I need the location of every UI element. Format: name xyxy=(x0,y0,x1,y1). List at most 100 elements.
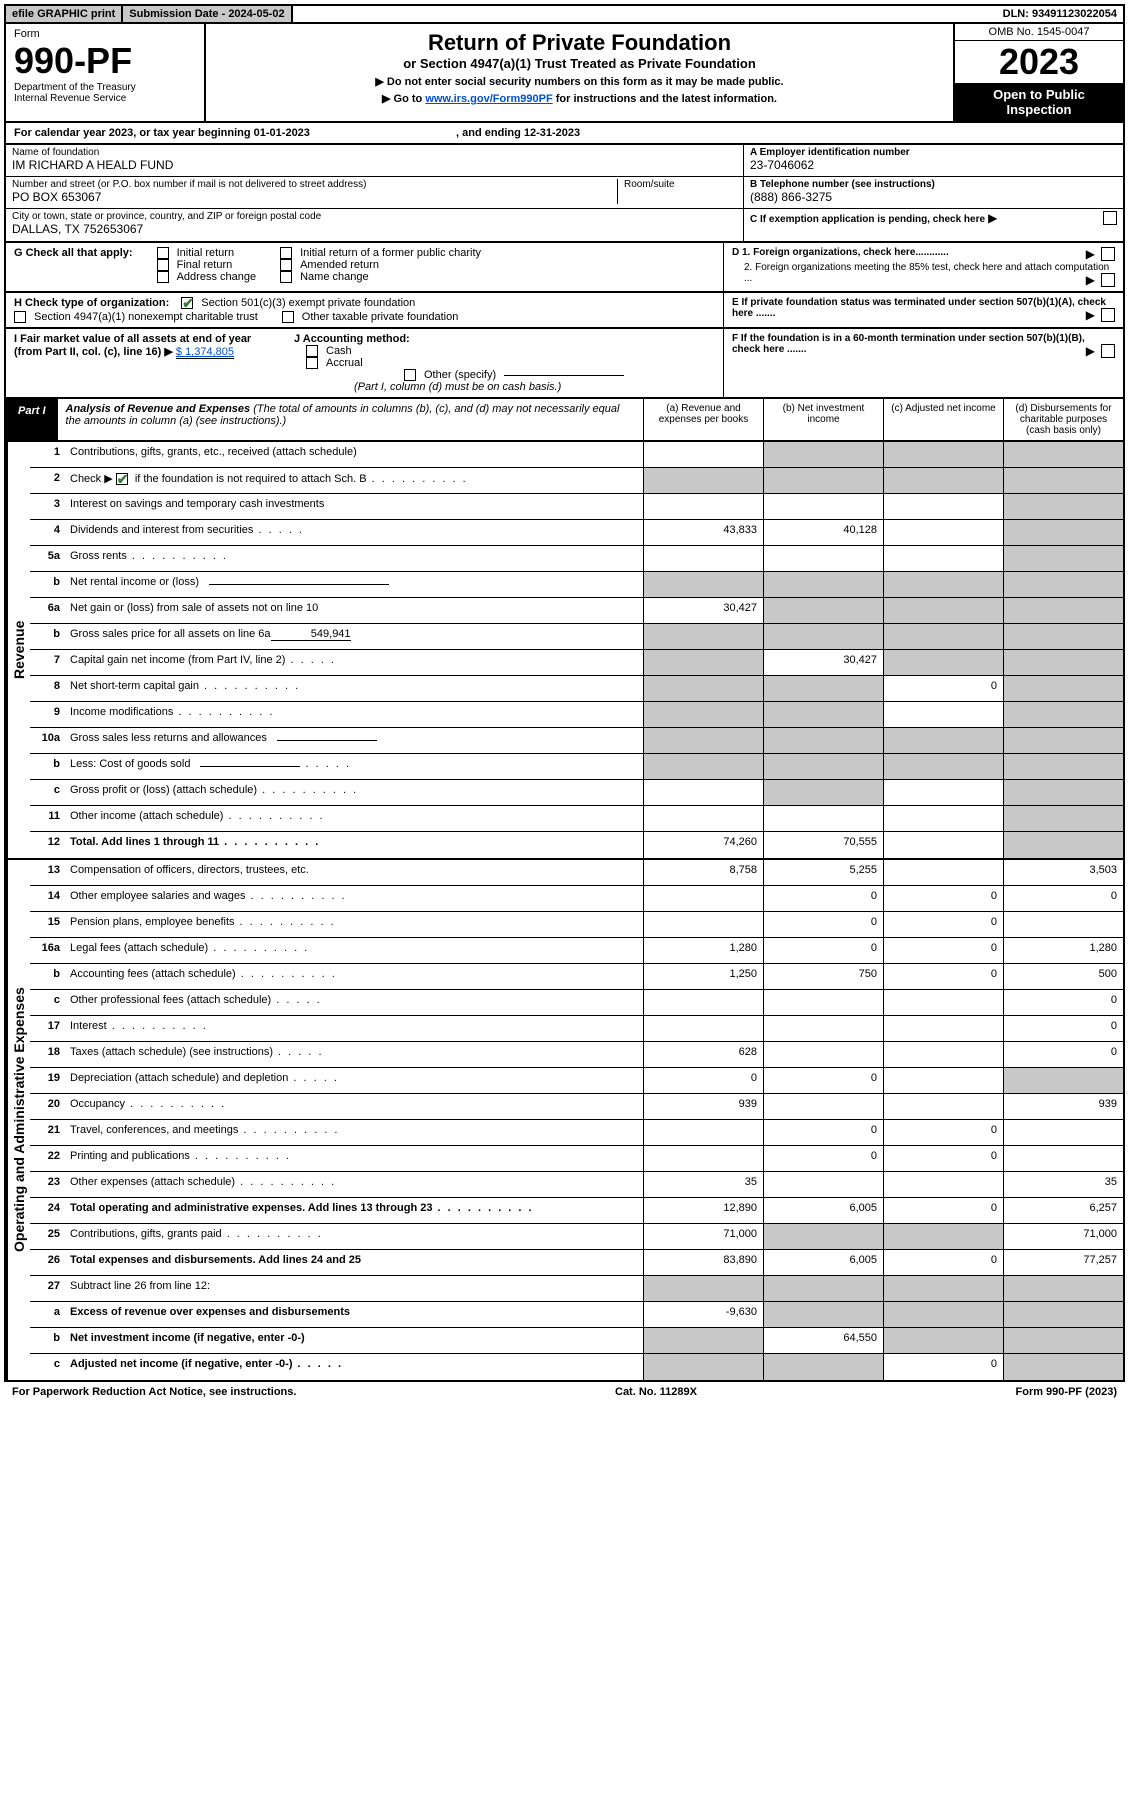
instr-link[interactable]: www.irs.gov/Form990PF xyxy=(425,93,552,105)
r16c-desc: Other professional fees (attach schedule… xyxy=(66,990,643,1015)
r5a-desc: Gross rents xyxy=(66,546,643,571)
g-label: G Check all that apply: xyxy=(14,247,133,259)
r27b-desc: Net investment income (if negative, ente… xyxy=(66,1328,643,1353)
r8-num: 8 xyxy=(30,676,66,701)
r24-num: 24 xyxy=(30,1198,66,1223)
r27c-c: 0 xyxy=(883,1354,1003,1380)
r6a-a: 30,427 xyxy=(643,598,763,623)
top-bar: efile GRAPHIC print Submission Date - 20… xyxy=(4,4,1125,24)
h2-checkbox[interactable] xyxy=(14,311,26,323)
r23-num: 23 xyxy=(30,1172,66,1197)
r27a-num: a xyxy=(30,1302,66,1327)
cal-end: , and ending 12-31-2023 xyxy=(456,127,580,139)
r16a-c: 0 xyxy=(883,938,1003,963)
j2-checkbox[interactable] xyxy=(306,357,318,369)
r9-desc: Income modifications xyxy=(66,702,643,727)
h-label: H Check type of organization: xyxy=(14,297,169,309)
r15-desc: Pension plans, employee benefits xyxy=(66,912,643,937)
r27-num: 27 xyxy=(30,1276,66,1301)
part-tag: Part I xyxy=(6,399,58,440)
g1-checkbox[interactable] xyxy=(157,247,169,259)
d1-label: D 1. Foreign organizations, check here..… xyxy=(732,247,949,258)
r13-a: 8,758 xyxy=(643,860,763,885)
r7-num: 7 xyxy=(30,650,66,675)
revenue-table: Revenue 1Contributions, gifts, grants, e… xyxy=(4,442,1125,860)
j1-checkbox[interactable] xyxy=(306,345,318,357)
j1-label: Cash xyxy=(326,345,352,357)
r1-num: 1 xyxy=(30,442,66,467)
r10a-num: 10a xyxy=(30,728,66,753)
r10c-num: c xyxy=(30,780,66,805)
i-value[interactable]: $ 1,374,805 xyxy=(176,346,234,359)
r19-desc: Depreciation (attach schedule) and deple… xyxy=(66,1068,643,1093)
h1-checkbox[interactable] xyxy=(181,297,193,309)
r25-d: 71,000 xyxy=(1003,1224,1123,1249)
efile-label: efile GRAPHIC print xyxy=(6,6,123,22)
omb-no: OMB No. 1545-0047 xyxy=(955,24,1123,41)
r24-c: 0 xyxy=(883,1198,1003,1223)
h-row: H Check type of organization: Section 50… xyxy=(4,293,1125,329)
r16b-num: b xyxy=(30,964,66,989)
r23-a: 35 xyxy=(643,1172,763,1197)
r10a-desc: Gross sales less returns and allowances xyxy=(66,728,643,753)
r12-a: 74,260 xyxy=(643,832,763,858)
r6b-desc: Gross sales price for all assets on line… xyxy=(66,624,643,649)
d1-checkbox[interactable] xyxy=(1101,247,1115,261)
r16a-d: 1,280 xyxy=(1003,938,1123,963)
r19-num: 19 xyxy=(30,1068,66,1093)
r2-checkbox[interactable] xyxy=(116,473,128,485)
c-checkbox[interactable] xyxy=(1103,211,1117,225)
r24-b: 6,005 xyxy=(763,1198,883,1223)
f-checkbox[interactable] xyxy=(1101,344,1115,358)
d2-checkbox[interactable] xyxy=(1101,273,1115,287)
g1-label: Initial return xyxy=(177,247,234,259)
r23-desc: Other expenses (attach schedule) xyxy=(66,1172,643,1197)
g3-checkbox[interactable] xyxy=(157,259,169,271)
j3-label: Other (specify) xyxy=(424,369,496,381)
r21-b: 0 xyxy=(763,1120,883,1145)
j3-checkbox[interactable] xyxy=(404,369,416,381)
g5-checkbox[interactable] xyxy=(157,271,169,283)
r22-c: 0 xyxy=(883,1146,1003,1171)
r8-desc: Net short-term capital gain xyxy=(66,676,643,701)
r18-d: 0 xyxy=(1003,1042,1123,1067)
g-row: G Check all that apply: Initial return F… xyxy=(4,243,1125,293)
r25-desc: Contributions, gifts, grants paid xyxy=(66,1224,643,1249)
col-c-hdr: (c) Adjusted net income xyxy=(883,399,1003,440)
r16b-a: 1,250 xyxy=(643,964,763,989)
ein-label: A Employer identification number xyxy=(750,147,1117,158)
r14-b: 0 xyxy=(763,886,883,911)
r14-desc: Other employee salaries and wages xyxy=(66,886,643,911)
h3-label: Other taxable private foundation xyxy=(302,311,459,323)
r16b-b: 750 xyxy=(763,964,883,989)
g2-checkbox[interactable] xyxy=(280,247,292,259)
arrow-icon: ▶ xyxy=(1086,273,1095,287)
col-a-hdr: (a) Revenue and expenses per books xyxy=(643,399,763,440)
g4-label: Amended return xyxy=(300,259,379,271)
r5b-desc: Net rental income or (loss) xyxy=(66,572,643,597)
j-label: J Accounting method: xyxy=(294,333,410,345)
name-label: Name of foundation xyxy=(12,147,737,158)
j2-label: Accrual xyxy=(326,357,363,369)
room-label: Room/suite xyxy=(624,179,737,190)
r22-num: 22 xyxy=(30,1146,66,1171)
g6-checkbox[interactable] xyxy=(280,271,292,283)
r3-desc: Interest on savings and temporary cash i… xyxy=(66,494,643,519)
form-title: Return of Private Foundation xyxy=(212,30,947,56)
r15-num: 15 xyxy=(30,912,66,937)
form-label: Form xyxy=(14,28,196,40)
g4-checkbox[interactable] xyxy=(280,259,292,271)
r23-d: 35 xyxy=(1003,1172,1123,1197)
e-checkbox[interactable] xyxy=(1101,308,1115,322)
footer-mid: Cat. No. 11289X xyxy=(615,1386,697,1398)
h3-checkbox[interactable] xyxy=(282,311,294,323)
r13-b: 5,255 xyxy=(763,860,883,885)
arrow-icon: ▶ xyxy=(1086,344,1095,358)
r19-b: 0 xyxy=(763,1068,883,1093)
r4-a: 43,833 xyxy=(643,520,763,545)
foundation-name: IM RICHARD A HEALD FUND xyxy=(12,158,737,172)
r9-num: 9 xyxy=(30,702,66,727)
r26-a: 83,890 xyxy=(643,1250,763,1275)
r25-num: 25 xyxy=(30,1224,66,1249)
address: PO BOX 653067 xyxy=(12,190,617,204)
